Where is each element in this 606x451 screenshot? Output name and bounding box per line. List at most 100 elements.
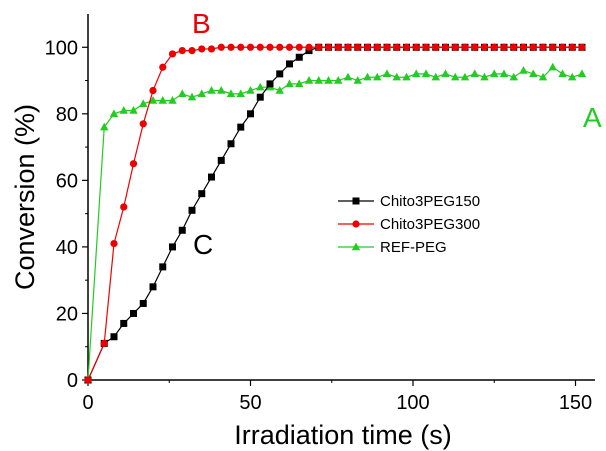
- data-point-chito3peg150: [217, 156, 225, 164]
- data-point-ref-peg: [499, 69, 509, 78]
- legend-marker-chito3peg150: [352, 197, 360, 205]
- data-point-ref-peg: [314, 76, 323, 84]
- data-point-ref-peg: [295, 79, 304, 88]
- legend-item-ref-peg: REF-PEG: [338, 239, 447, 256]
- curve-label-c: C: [193, 229, 213, 260]
- data-point-ref-peg: [480, 72, 489, 81]
- data-point-ref-peg: [119, 105, 128, 114]
- data-point-chito3peg300: [159, 63, 167, 71]
- data-point-chito3peg300: [168, 50, 177, 58]
- data-point-chito3peg300: [256, 43, 264, 51]
- data-point-ref-peg: [470, 69, 479, 78]
- data-point-ref-peg: [451, 72, 460, 81]
- data-point-ref-peg: [548, 62, 557, 71]
- data-point-chito3peg300: [373, 43, 381, 51]
- data-point-chito3peg300: [344, 43, 352, 51]
- data-point-chito3peg150: [208, 173, 215, 181]
- data-point-chito3peg300: [549, 43, 557, 51]
- data-point-ref-peg: [441, 69, 450, 78]
- data-point-ref-peg: [353, 76, 362, 84]
- data-point-chito3peg300: [324, 43, 333, 51]
- legend-label-chito3peg300: Chito3PEG300: [380, 216, 480, 233]
- data-point-chito3peg150: [237, 123, 245, 131]
- series-chito3peg300: [84, 43, 586, 384]
- data-point-ref-peg: [139, 99, 148, 108]
- data-point-ref-peg: [226, 89, 236, 98]
- data-point-ref-peg: [324, 76, 333, 84]
- data-point-chito3peg300: [461, 43, 469, 51]
- legend: Chito3PEG150 Chito3PEG300 REF-PEG: [338, 193, 480, 256]
- data-point-chito3peg150: [139, 299, 147, 307]
- data-point-chito3peg300: [500, 43, 508, 51]
- data-point-ref-peg: [236, 89, 245, 98]
- data-point-chito3peg300: [451, 43, 459, 51]
- curve-label-b: B: [192, 8, 211, 39]
- data-point-chito3peg150: [295, 53, 303, 61]
- data-point-chito3peg150: [247, 110, 254, 118]
- series-chito3peg150: [84, 43, 586, 384]
- x-tick-label: 100: [396, 392, 429, 414]
- data-point-chito3peg300: [480, 43, 489, 51]
- y-tick-label: 40: [56, 237, 78, 259]
- data-point-chito3peg150: [110, 333, 118, 341]
- data-point-chito3peg150: [178, 226, 186, 234]
- data-point-ref-peg: [148, 96, 158, 104]
- data-point-chito3peg300: [412, 43, 420, 51]
- data-point-chito3peg300: [422, 43, 430, 51]
- data-point-ref-peg: [197, 89, 206, 98]
- curve-labels: B C A: [192, 8, 602, 260]
- y-axis-title: Conversion (%): [10, 104, 40, 290]
- data-point-chito3peg300: [315, 43, 323, 51]
- data-point-chito3peg300: [246, 43, 255, 51]
- data-point-ref-peg: [217, 86, 226, 94]
- x-axis-title: Irradiation time (s): [234, 420, 452, 450]
- legend-marker-ref-peg: [351, 242, 361, 251]
- data-point-ref-peg: [431, 72, 440, 81]
- data-point-chito3peg300: [383, 43, 391, 51]
- legend-marker-chito3peg300: [352, 220, 360, 228]
- data-point-ref-peg: [558, 69, 567, 78]
- legend-label-ref-peg: REF-PEG: [380, 239, 447, 256]
- data-point-chito3peg300: [207, 45, 216, 53]
- data-point-ref-peg: [577, 69, 587, 78]
- data-point-chito3peg150: [276, 70, 284, 78]
- data-point-ref-peg: [509, 72, 518, 81]
- data-point-ref-peg: [334, 76, 343, 84]
- data-point-ref-peg: [538, 72, 548, 81]
- data-point-chito3peg300: [237, 43, 245, 51]
- data-point-chito3peg300: [568, 43, 576, 51]
- data-point-chito3peg300: [334, 43, 342, 51]
- data-point-chito3peg300: [510, 43, 518, 51]
- data-point-ref-peg: [402, 72, 411, 81]
- data-point-ref-peg: [392, 72, 401, 81]
- data-point-chito3peg300: [139, 120, 147, 128]
- legend-item-chito3peg150: Chito3PEG150: [338, 193, 480, 210]
- data-point-chito3peg300: [129, 160, 138, 168]
- data-point-chito3peg150: [130, 309, 137, 317]
- data-point-chito3peg150: [256, 93, 264, 101]
- data-point-chito3peg150: [198, 190, 206, 198]
- data-point-chito3peg300: [110, 239, 118, 248]
- data-point-ref-peg: [519, 66, 528, 74]
- data-point-chito3peg300: [578, 43, 586, 51]
- axes: 0 50 100 150 0 20 40 60 80 100: [45, 14, 595, 414]
- series-ref-peg: [83, 62, 587, 384]
- series-layer: [83, 43, 587, 384]
- data-point-chito3peg150: [266, 80, 274, 88]
- x-tick-label: 0: [82, 392, 93, 414]
- data-point-ref-peg: [207, 86, 216, 94]
- data-point-chito3peg300: [471, 43, 479, 51]
- data-point-chito3peg300: [432, 43, 440, 51]
- data-point-chito3peg300: [266, 43, 274, 51]
- data-point-ref-peg: [421, 69, 431, 78]
- data-point-ref-peg: [158, 96, 167, 104]
- legend-label-chito3peg150: Chito3PEG150: [380, 193, 480, 210]
- data-point-ref-peg: [256, 82, 265, 91]
- data-point-chito3peg300: [149, 86, 157, 95]
- data-point-ref-peg: [275, 86, 284, 94]
- legend-item-chito3peg300: Chito3PEG300: [338, 216, 480, 233]
- data-point-ref-peg: [568, 72, 577, 81]
- data-point-ref-peg: [412, 69, 421, 78]
- data-point-chito3peg300: [120, 203, 128, 211]
